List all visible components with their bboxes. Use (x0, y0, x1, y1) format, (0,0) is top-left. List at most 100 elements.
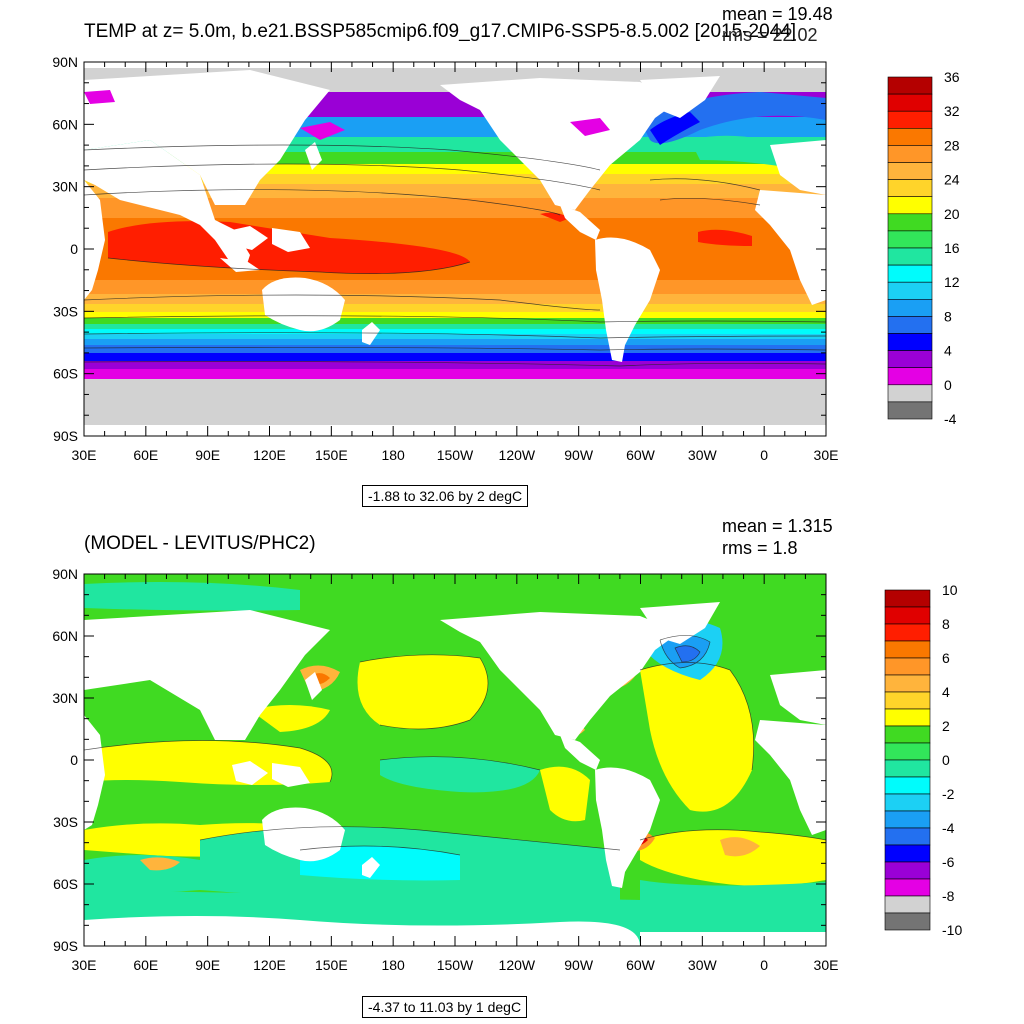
top-lon-tick-label: 120W (499, 447, 536, 463)
top-colorbar-label: 12 (944, 274, 960, 290)
bottom-colorbar-label: -4 (942, 820, 955, 836)
bottom-lon-tick-label: 90W (564, 957, 594, 973)
top-map-plot: 90N 60N 30N 0 30S 60S 90S 30E 60E 90E 120E 150E 180 1… (52, 54, 960, 463)
bottom-lat-tick-label: 90S (53, 938, 78, 954)
bottom-lon-tick-label: 120W (499, 957, 536, 973)
top-map-field (84, 62, 826, 436)
top-lat-tick-label: 0 (70, 241, 78, 257)
bottom-colorbar-box (884, 776, 931, 795)
top-colorbar-label: 28 (944, 137, 960, 153)
top-colorbar-box (887, 333, 933, 351)
top-colorbar-box (887, 401, 933, 420)
top-lon-tick-label: 150W (437, 447, 474, 463)
bottom-lon-tick-label: 30W (688, 957, 718, 973)
bottom-colorbar-box (884, 589, 931, 608)
top-colorbar-label: 4 (944, 343, 952, 359)
bottom-lon-tick-label: 30E (72, 957, 97, 973)
top-lon-tick-label: 180 (381, 447, 405, 463)
top-colorbar-box (887, 128, 933, 146)
bottom-panel-title: (MODEL - LEVITUS/PHC2) (84, 533, 316, 554)
bottom-colorbar-label: -6 (942, 854, 955, 870)
top-colorbar-box (887, 281, 933, 300)
bottom-colorbar-box (884, 844, 931, 863)
bottom-colorbar-box (884, 691, 931, 710)
top-colorbar-label: 8 (944, 308, 952, 324)
top-colorbar-box (887, 162, 933, 180)
top-panel-mean: mean = 19.48 (722, 4, 833, 24)
bottom-lon-tick-label: 30E (814, 957, 839, 973)
bottom-colorbar-box (884, 708, 931, 727)
top-lon-tick-label: 0 (760, 447, 768, 463)
bottom-colorbar-box (884, 657, 931, 676)
bottom-colorbar-label: 4 (942, 684, 950, 700)
top-lat-tick-label: 60S (53, 366, 78, 382)
bottom-colorbar-box (884, 674, 931, 693)
bottom-colorbar-box (884, 895, 931, 914)
bottom-lon-tick-label: 180 (381, 957, 405, 973)
bottom-lon-tick-label: 0 (760, 957, 768, 973)
bottom-colorbar-label: -8 (942, 888, 955, 904)
top-colorbar-box (887, 298, 933, 317)
top-panel-rms: rms = 22.02 (722, 25, 818, 45)
top-lon-tick-label: 150E (315, 447, 348, 463)
top-lon-tick-label: 90E (195, 447, 220, 463)
top-colorbar-label: 0 (944, 377, 952, 393)
bottom-colorbar-label: 6 (942, 650, 950, 666)
bottom-lat-tick-label: 60S (53, 876, 78, 892)
bottom-lon-tick-label: 90E (195, 957, 220, 973)
top-colorbar-label: 36 (944, 69, 960, 85)
top-colorbar-label: 16 (944, 240, 960, 256)
bottom-lat-tick-label: 30N (52, 690, 78, 706)
top-colorbar-box (887, 367, 933, 386)
top-colorbar-box (887, 145, 933, 163)
bottom-lat-tick-label: 90N (52, 566, 78, 582)
top-colorbar-box (887, 230, 933, 249)
top-colorbar-box (887, 213, 933, 232)
top-panel-title: TEMP at z= 5.0m, b.e21.BSSP585cmip6.f09_… (84, 21, 797, 42)
bottom-colorbar-box (884, 861, 931, 880)
top-lon-tick-label: 30E (72, 447, 97, 463)
top-lat-tick-label: 60N (52, 116, 78, 132)
bottom-map-field (84, 574, 826, 946)
bottom-lat-tick-label: 30S (53, 814, 78, 830)
bottom-panel-mean: mean = 1.315 (722, 516, 833, 536)
top-colorbar-box (887, 179, 933, 198)
top-colorbar-box (887, 196, 933, 215)
bottom-panel-rms: rms = 1.8 (722, 538, 798, 558)
bottom-colorbar-box (884, 640, 931, 659)
bottom-colorbar-box (884, 742, 931, 761)
top-lat-tick-label: 90S (53, 428, 78, 444)
bottom-colorbar-label: 0 (942, 752, 950, 768)
bottom-contour-info: -4.37 to 11.03 by 1 degC (362, 996, 528, 1019)
bottom-colorbar-label: 10 (942, 582, 958, 598)
bottom-colorbar-box (884, 759, 931, 778)
top-lon-tick-label: 90W (564, 447, 594, 463)
top-colorbar-box (887, 316, 933, 334)
top-colorbar-box (887, 264, 933, 283)
bottom-colorbar-label: 2 (942, 718, 950, 734)
bottom-lon-tick-label: 120E (253, 957, 286, 973)
bottom-lon-tick-label: 150E (315, 957, 348, 973)
bottom-colorbar-label: -2 (942, 786, 955, 802)
bottom-map-plot: 90N 60N 30N 0 30S 60S 90S 30E 60E 90E 120E 150E 180 1… (52, 566, 962, 973)
top-colorbar-box (887, 110, 933, 129)
bottom-lat-tick-label: 60N (52, 628, 78, 644)
top-colorbar-label: 24 (944, 172, 960, 188)
bottom-colorbar-box (884, 878, 931, 897)
top-lat-tick-label: 30N (52, 179, 78, 195)
bottom-colorbar-box (884, 725, 931, 744)
top-lon-tick-label: 120E (253, 447, 286, 463)
top-colorbar-label: 20 (944, 206, 960, 222)
top-colorbar-box (887, 350, 933, 369)
top-lon-tick-label: 60W (626, 447, 656, 463)
bottom-colorbar-box (884, 810, 931, 829)
bottom-colorbar-box (884, 827, 931, 846)
top-colorbar-box (887, 76, 933, 95)
top-colorbar-box (887, 384, 933, 403)
top-colorbar-box (887, 247, 933, 266)
bottom-colorbar-box (884, 793, 931, 812)
bottom-colorbar-box (884, 912, 931, 931)
bottom-colorbar-box (884, 623, 931, 642)
top-colorbar-box (887, 93, 933, 112)
top-lon-tick-label: 30E (814, 447, 839, 463)
